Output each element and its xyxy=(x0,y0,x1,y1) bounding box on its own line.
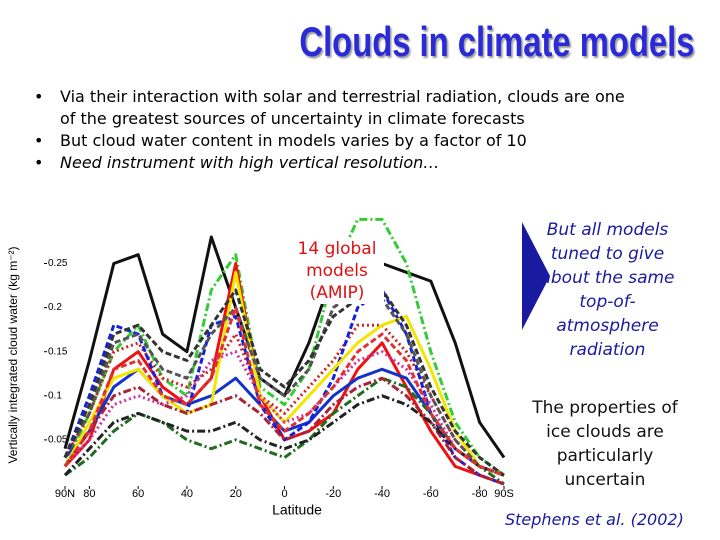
x-tick-label: 20 xyxy=(230,488,242,500)
series-line xyxy=(63,306,505,477)
arrow xyxy=(522,222,550,330)
x-tick-label: -60 xyxy=(423,488,439,500)
bullet: Via their interaction with solar and ter… xyxy=(30,86,640,130)
bullet-list: Via their interaction with solar and ter… xyxy=(30,86,640,174)
annotation: But all models tuned to give about the s… xyxy=(540,220,675,360)
annotation: 14 global models (AMIP) xyxy=(290,238,384,304)
x-tick-label: 80 xyxy=(83,488,95,500)
x-axis-label: Latitude xyxy=(272,502,322,518)
bullet: But cloud water content in models varies… xyxy=(30,130,640,152)
y-tick-label: 0.15 xyxy=(48,346,68,357)
x-tick-label: 40 xyxy=(181,488,193,500)
x-tick-label: 90N xyxy=(55,488,75,500)
y-tick-label: 0.05 xyxy=(48,435,68,446)
series-line xyxy=(63,376,505,486)
x-tick-label: 90S xyxy=(494,488,514,500)
series-line xyxy=(63,288,505,477)
y-tick-label: 0.25 xyxy=(48,258,68,269)
series-line xyxy=(63,394,505,477)
y-axis-label: Vertically integrated cloud water (kg m⁻… xyxy=(6,246,20,463)
x-tick-label: -20 xyxy=(325,488,341,500)
series-line xyxy=(63,350,505,477)
x-tick-label: -40 xyxy=(374,488,390,500)
annotation: The properties of ice clouds are particu… xyxy=(532,398,678,490)
citation: Stephens et al. (2002) xyxy=(505,510,684,529)
series-line xyxy=(63,288,505,477)
bullet: Need instrument with high vertical resol… xyxy=(30,152,640,174)
x-tick-label: -80 xyxy=(472,488,488,500)
y-tick-label: 0.1 xyxy=(48,390,62,401)
x-tick-label: 0 xyxy=(281,488,287,500)
x-tick-label: 60 xyxy=(132,488,144,500)
y-tick-label: 0.2 xyxy=(48,302,62,313)
slide-title: Clouds in climate models xyxy=(298,18,694,65)
